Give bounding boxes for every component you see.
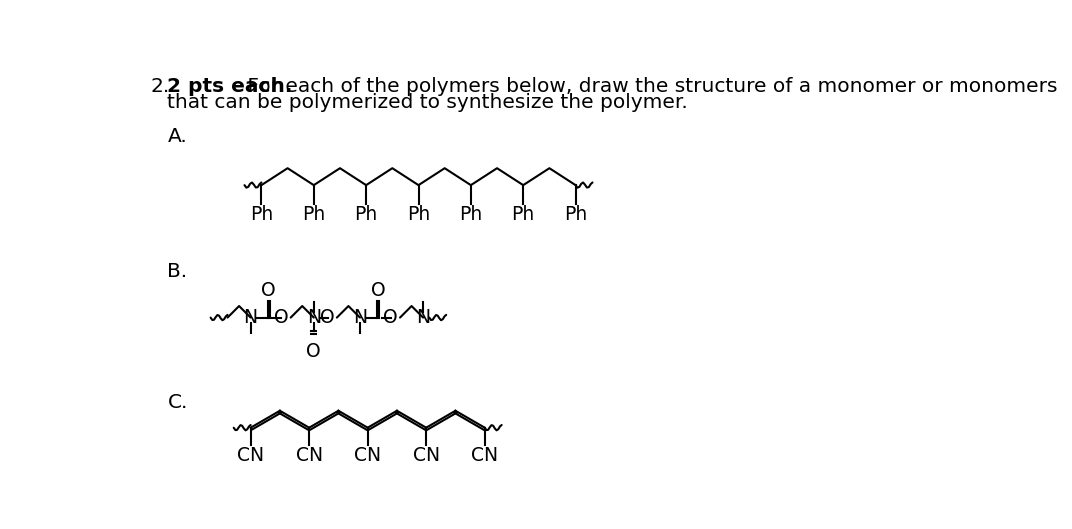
Text: N: N [353, 308, 367, 327]
Text: CN: CN [296, 446, 323, 465]
Text: For each of the polymers below, draw the structure of a monomer or monomers: For each of the polymers below, draw the… [240, 77, 1057, 96]
Text: C.: C. [167, 393, 188, 412]
Text: Ph: Ph [407, 205, 430, 224]
Text: O: O [262, 281, 277, 300]
Text: O: O [321, 308, 334, 327]
Text: Ph: Ph [564, 205, 587, 224]
Text: 2 pts each.: 2 pts each. [167, 77, 293, 96]
Text: CN: CN [237, 446, 264, 465]
Text: Ph: Ph [511, 205, 535, 224]
Text: that can be polymerized to synthesize the polymer.: that can be polymerized to synthesize th… [167, 93, 688, 112]
Text: Ph: Ph [302, 205, 326, 224]
Text: O: O [274, 308, 288, 327]
Text: O: O [371, 281, 386, 300]
Text: Ph: Ph [459, 205, 482, 224]
Text: CN: CN [413, 446, 440, 465]
Text: N: N [243, 308, 257, 327]
Text: CN: CN [472, 446, 498, 465]
Text: O: O [307, 342, 322, 361]
Text: B.: B. [167, 262, 188, 281]
Text: Ph: Ph [355, 205, 377, 224]
Text: N: N [307, 308, 321, 327]
Text: 2.: 2. [150, 77, 169, 96]
Text: N: N [416, 308, 430, 327]
Text: O: O [384, 308, 398, 327]
Text: Ph: Ph [250, 205, 273, 224]
Text: CN: CN [354, 446, 382, 465]
Text: A.: A. [167, 126, 188, 145]
